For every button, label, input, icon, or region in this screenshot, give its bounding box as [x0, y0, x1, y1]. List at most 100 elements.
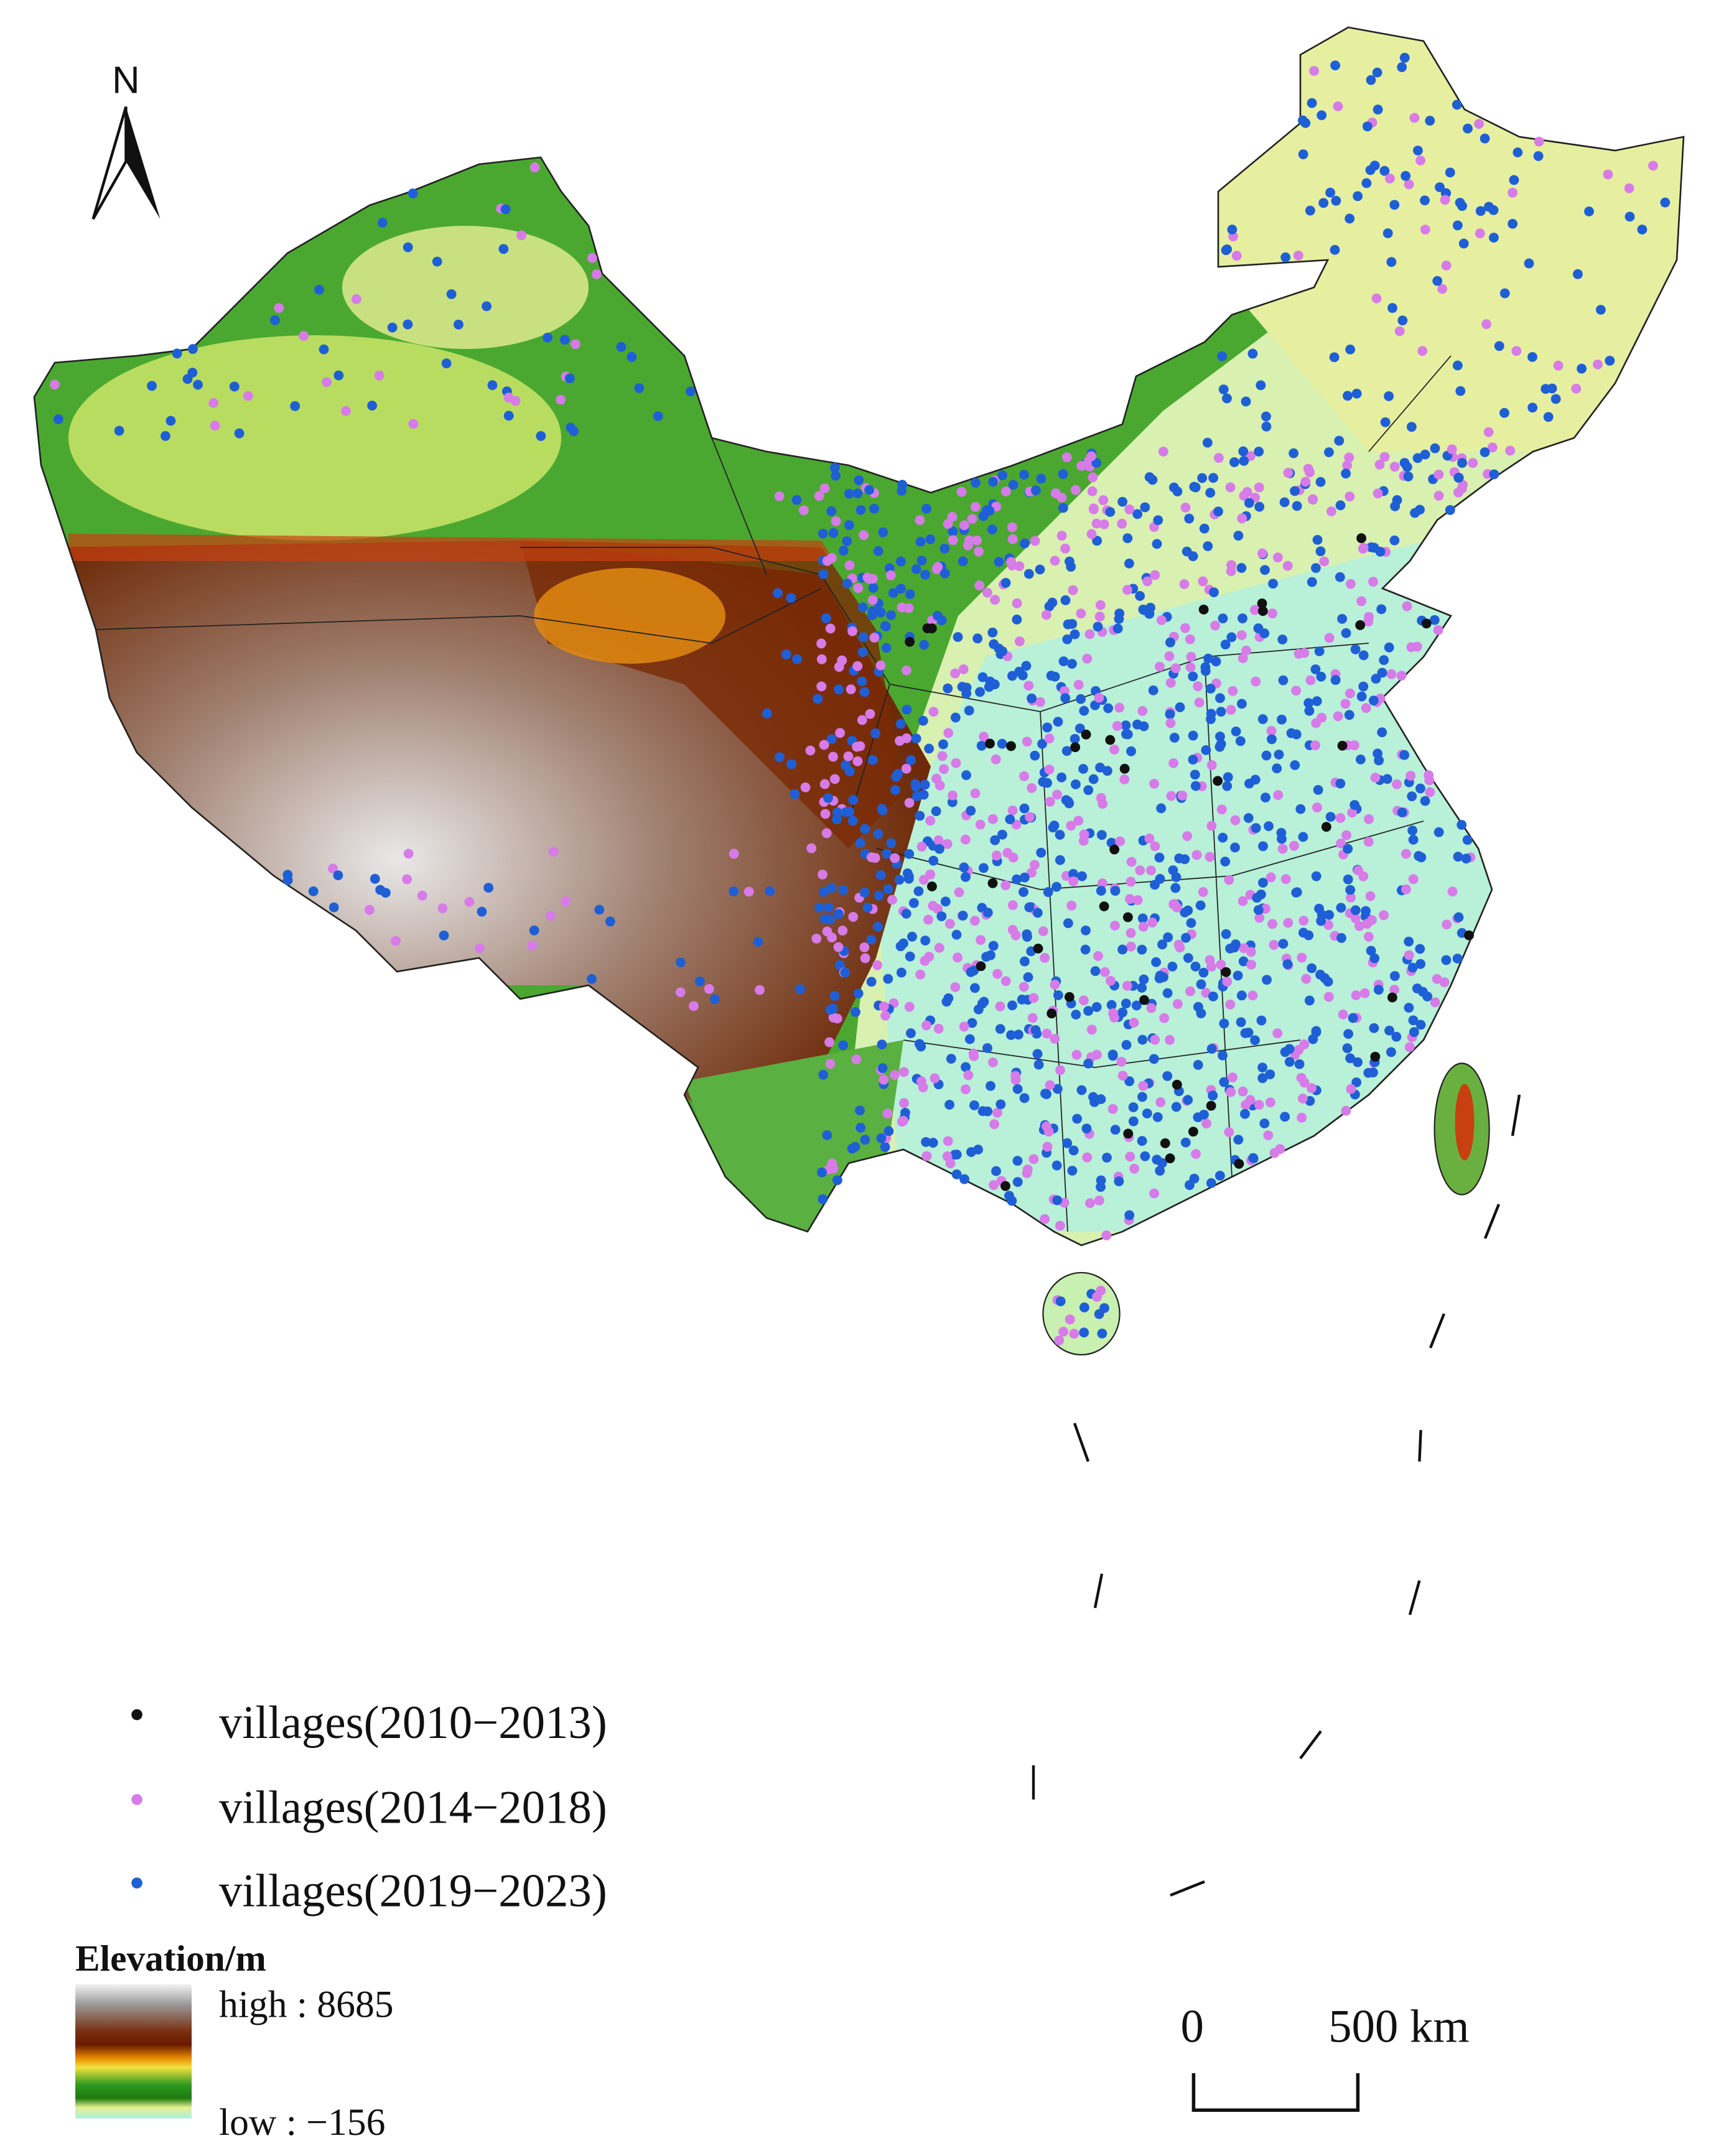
- village-dot: [1070, 733, 1080, 744]
- village-dot: [387, 322, 398, 333]
- village-dot: [1254, 1100, 1264, 1110]
- village-dot: [1238, 896, 1248, 906]
- village-dot: [1030, 1025, 1041, 1035]
- village-dot: [1132, 895, 1143, 905]
- village-dot: [1117, 496, 1128, 507]
- village-dot: [1079, 1327, 1089, 1338]
- village-dot: [543, 332, 553, 343]
- village-dot: [1489, 469, 1499, 480]
- village-dot: [1124, 1210, 1135, 1220]
- village-dot: [881, 643, 892, 653]
- village-dot: [872, 960, 883, 970]
- village-dot: [375, 885, 386, 895]
- village-dot: [859, 942, 870, 952]
- village-dot: [1434, 469, 1444, 480]
- village-dot: [920, 779, 930, 790]
- village-dot: [1124, 558, 1134, 569]
- village-dot: [1182, 546, 1192, 557]
- village-dot: [997, 829, 1007, 840]
- village-dot: [591, 269, 602, 279]
- village-dot: [1408, 874, 1419, 885]
- village-dot: [1159, 1013, 1170, 1023]
- village-dot: [1137, 1136, 1147, 1146]
- village-dot: [977, 672, 988, 682]
- village-dot: [1238, 613, 1247, 624]
- village-dot: [1406, 642, 1417, 653]
- village-dot: [1377, 727, 1387, 738]
- village-dot: [1180, 907, 1190, 918]
- village-dot: [1298, 832, 1308, 842]
- village-dot: [370, 873, 380, 884]
- village-dot: [1297, 952, 1307, 963]
- village-dot: [1030, 485, 1041, 496]
- village-dot: [1389, 971, 1400, 981]
- village-dot: [1094, 611, 1105, 622]
- village-dot: [1458, 480, 1468, 490]
- village-dot: [1087, 486, 1098, 496]
- village-dot: [919, 639, 930, 650]
- village-dot: [1165, 637, 1175, 648]
- village-dot: [1012, 1156, 1023, 1166]
- village-dot: [1356, 691, 1367, 702]
- village-dot: [1363, 1067, 1374, 1078]
- village-dot: [1376, 604, 1387, 615]
- village-dot: [1107, 1104, 1118, 1114]
- village-dot: [319, 344, 329, 355]
- village-dot: [1061, 795, 1071, 806]
- village-dot: [1351, 990, 1361, 1000]
- village-dot: [1407, 825, 1418, 835]
- village-dot: [1122, 585, 1132, 595]
- village-dot: [900, 1107, 910, 1118]
- village-dot: [243, 391, 253, 401]
- village-dot: [934, 942, 944, 953]
- village-dot: [561, 896, 571, 907]
- village-dot: [1572, 269, 1583, 279]
- village-dot: [1342, 460, 1353, 471]
- village-dot: [1165, 709, 1175, 720]
- village-dot: [1254, 913, 1265, 923]
- village-dot: [634, 383, 645, 394]
- village-dot: [1297, 115, 1308, 126]
- village-dot: [866, 934, 877, 945]
- village-dot: [920, 569, 931, 580]
- village-dot: [984, 506, 995, 516]
- village-dot: [948, 535, 958, 546]
- village-dot: [818, 1069, 829, 1080]
- village-dot: [729, 848, 739, 859]
- village-dot: [1099, 519, 1109, 529]
- village-dot: [1380, 417, 1391, 427]
- village-dot: [1218, 1050, 1228, 1061]
- village-dot: [1205, 684, 1216, 694]
- village-dot: [1429, 615, 1440, 625]
- village-dot: [627, 351, 637, 362]
- village-dot: [1335, 778, 1346, 789]
- village-dot: [840, 967, 851, 978]
- village-dot: [930, 1073, 940, 1084]
- village-dot: [946, 1054, 956, 1064]
- village-dot: [1297, 1094, 1308, 1104]
- village-dot: [1088, 1092, 1098, 1102]
- village-dot: [1341, 1105, 1351, 1116]
- village-dot: [1239, 943, 1249, 954]
- village-dot: [1259, 1118, 1270, 1128]
- village-dot: [1114, 614, 1124, 624]
- village-dot: [992, 1107, 1002, 1118]
- village-dot: [1298, 916, 1309, 926]
- village-dot: [1137, 706, 1148, 716]
- village-dot: [1185, 986, 1195, 997]
- village-dot: [1007, 1196, 1017, 1206]
- village-dot: [1231, 251, 1242, 261]
- village-dot: [943, 683, 953, 694]
- village-dot: [1402, 462, 1412, 472]
- village-dot: [1081, 1123, 1092, 1134]
- village-dot: [1336, 903, 1346, 913]
- village-dot: [1072, 1113, 1083, 1124]
- village-dot: [1624, 183, 1634, 193]
- village-dot: [973, 1145, 983, 1155]
- village-dot: [1315, 546, 1326, 557]
- village-dot: [951, 1150, 962, 1160]
- village-dot: [838, 885, 849, 895]
- village-dot: [954, 887, 964, 898]
- village-dot: [1019, 470, 1029, 480]
- village-dot: [1499, 288, 1510, 299]
